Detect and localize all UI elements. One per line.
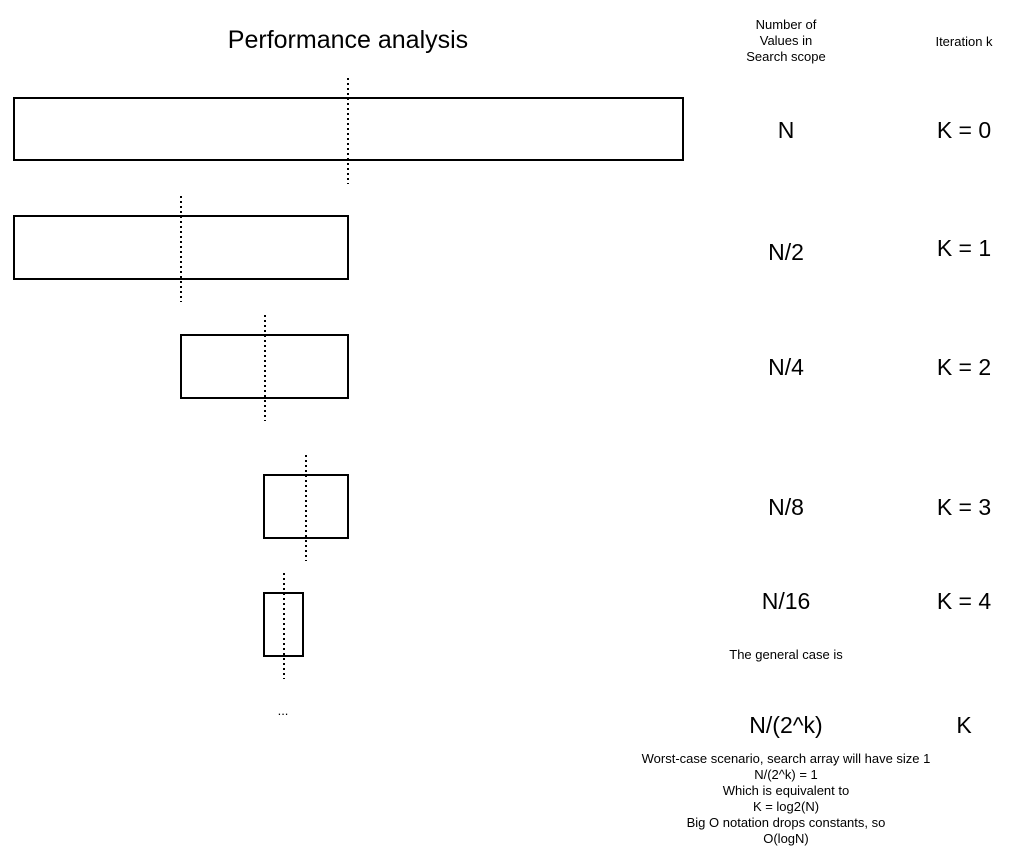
note-line: N/(2^k) = 1: [754, 767, 818, 782]
conclusion-notes: Worst-case scenario, search array will h…: [606, 751, 966, 847]
continuation-ellipsis: ...: [277, 703, 289, 718]
iteration-cell-4: K = 4: [936, 588, 992, 614]
values-cell-1: N/2: [768, 239, 804, 265]
values-cell-4: N/16: [761, 588, 811, 614]
general-iteration-cell: K: [956, 712, 972, 738]
values-cell-3: N/8: [768, 494, 804, 520]
iteration-cell-3: K = 3: [936, 494, 992, 520]
note-line: K = log2(N): [752, 799, 820, 814]
iteration-cell-2: K = 2: [936, 354, 992, 380]
general-values-cell: N/(2^k): [749, 712, 823, 738]
iteration-cell-1: K = 1: [936, 235, 992, 261]
note-line: Big O notation drops constants, so: [686, 815, 886, 830]
values-cell-0: N: [777, 117, 795, 143]
general-case-label: The general case is: [729, 647, 843, 662]
note-line: Which is equivalent to: [722, 783, 850, 798]
iteration-cell-0: K = 0: [936, 117, 992, 143]
values-column-header: Number of Values in Search scope: [746, 17, 826, 64]
page-title: Performance analysis: [227, 26, 469, 54]
note-line: O(logN): [763, 831, 809, 846]
values-cell-2: N/4: [768, 354, 804, 380]
iteration-column-header: Iteration k: [935, 34, 993, 49]
note-line: Worst-case scenario, search array will h…: [641, 751, 931, 766]
